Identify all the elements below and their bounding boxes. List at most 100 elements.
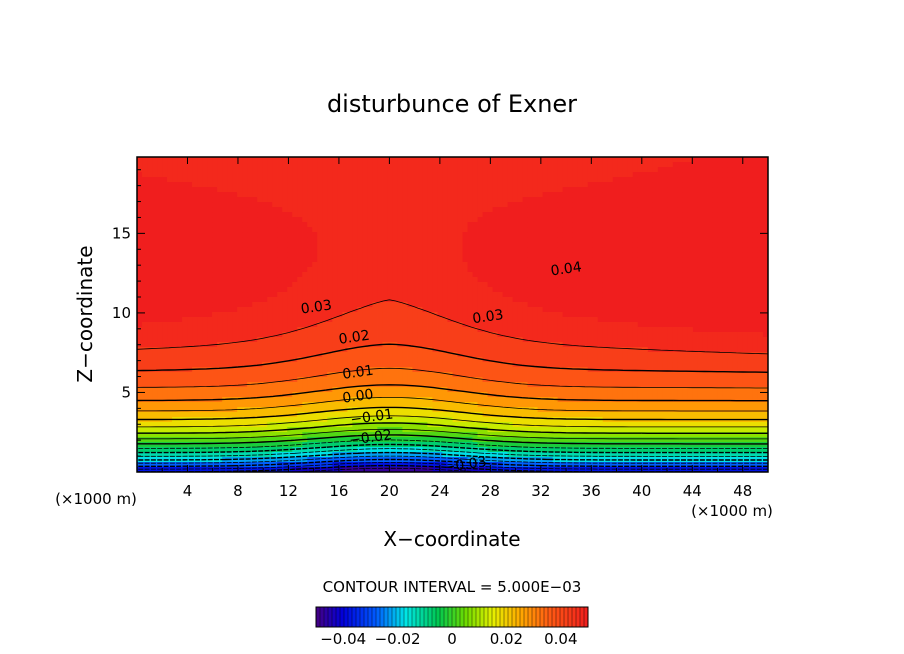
- field-cell: [322, 292, 328, 298]
- field-cell: [202, 407, 208, 413]
- field-cell: [477, 302, 484, 308]
- field-cell: [492, 247, 499, 253]
- field-cell: [432, 392, 439, 398]
- field-cell: [262, 407, 268, 413]
- field-cell: [292, 202, 298, 208]
- field-cell: [452, 282, 459, 288]
- field-cell: [482, 222, 489, 228]
- field-cell: [522, 192, 529, 198]
- field-cell: [267, 177, 273, 183]
- field-cell: [257, 432, 263, 438]
- field-cell: [407, 267, 414, 273]
- field-cell: [502, 237, 509, 243]
- field-cell: [347, 232, 353, 238]
- field-cell: [357, 222, 363, 228]
- field-cell: [272, 267, 278, 273]
- field-cell: [312, 177, 318, 183]
- field-cell: [152, 267, 158, 273]
- field-cell: [182, 177, 188, 183]
- field-cell: [222, 462, 228, 468]
- field-cell: [467, 362, 474, 368]
- field-cell: [147, 357, 153, 363]
- field-cell: [502, 247, 509, 253]
- field-cell: [492, 217, 499, 223]
- field-cell: [387, 402, 394, 408]
- field-cell: [497, 372, 504, 378]
- field-cell: [397, 277, 404, 283]
- field-cell: [212, 162, 218, 168]
- field-cell: [232, 327, 238, 333]
- field-cell: [242, 192, 248, 198]
- field-cell: [327, 427, 333, 433]
- field-cell: [257, 247, 263, 253]
- field-cell: [222, 287, 228, 293]
- field-cell: [212, 427, 218, 433]
- field-cell: [472, 382, 479, 388]
- field-cell: [232, 252, 238, 258]
- field-cell: [277, 222, 283, 228]
- field-cell: [337, 272, 343, 278]
- field-cell: [512, 382, 519, 388]
- field-cell: [292, 382, 298, 388]
- field-cell: [372, 447, 378, 453]
- field-cell: [467, 462, 474, 468]
- field-cell: [457, 392, 464, 398]
- field-cell: [252, 197, 258, 203]
- field-cell: [332, 437, 338, 443]
- field-cell: [327, 447, 333, 453]
- field-cell: [157, 427, 163, 433]
- field-cell: [512, 277, 519, 283]
- field-cell: [197, 422, 203, 428]
- field-cell: [307, 232, 313, 238]
- field-cell: [212, 362, 218, 368]
- field-cell: [167, 257, 173, 263]
- field-cell: [422, 387, 429, 393]
- field-cell: [312, 452, 318, 458]
- field-cell: [347, 237, 353, 243]
- field-cell: [147, 267, 153, 273]
- field-cell: [517, 447, 524, 453]
- field-cell: [162, 327, 168, 333]
- field-cell: [377, 367, 383, 373]
- field-cell: [347, 352, 353, 358]
- field-cell: [422, 432, 429, 438]
- field-cell: [167, 462, 173, 468]
- field-cell: [217, 357, 223, 363]
- field-cell: [272, 327, 278, 333]
- field-cell: [337, 402, 343, 408]
- field-cell: [157, 412, 163, 418]
- field-cell: [347, 257, 353, 263]
- field-cell: [507, 382, 514, 388]
- field-cell: [267, 287, 273, 293]
- field-cell: [202, 297, 208, 303]
- field-cell: [347, 197, 353, 203]
- field-cell: [507, 272, 514, 278]
- field-cell: [137, 322, 143, 328]
- field-cell: [352, 232, 358, 238]
- field-cell: [417, 302, 424, 308]
- field-cell: [387, 437, 394, 443]
- field-cell: [252, 367, 258, 373]
- field-cell: [412, 197, 419, 203]
- field-cell: [317, 367, 323, 373]
- field-cell: [512, 417, 519, 423]
- field-cell: [492, 462, 499, 468]
- field-cell: [397, 467, 404, 472]
- field-cell: [432, 247, 439, 253]
- field-cell: [467, 207, 474, 213]
- field-cell: [287, 197, 293, 203]
- field-cell: [427, 432, 434, 438]
- field-cell: [502, 287, 509, 293]
- field-cell: [507, 367, 514, 373]
- field-cell: [197, 402, 203, 408]
- field-cell: [302, 187, 308, 193]
- field-cell: [472, 447, 479, 453]
- field-cell: [307, 452, 313, 458]
- field-cell: [247, 297, 253, 303]
- field-cell: [367, 402, 373, 408]
- field-cell: [367, 307, 373, 313]
- field-cell: [232, 357, 238, 363]
- field-cell: [507, 267, 514, 273]
- field-cell: [382, 302, 388, 308]
- field-cell: [502, 307, 509, 313]
